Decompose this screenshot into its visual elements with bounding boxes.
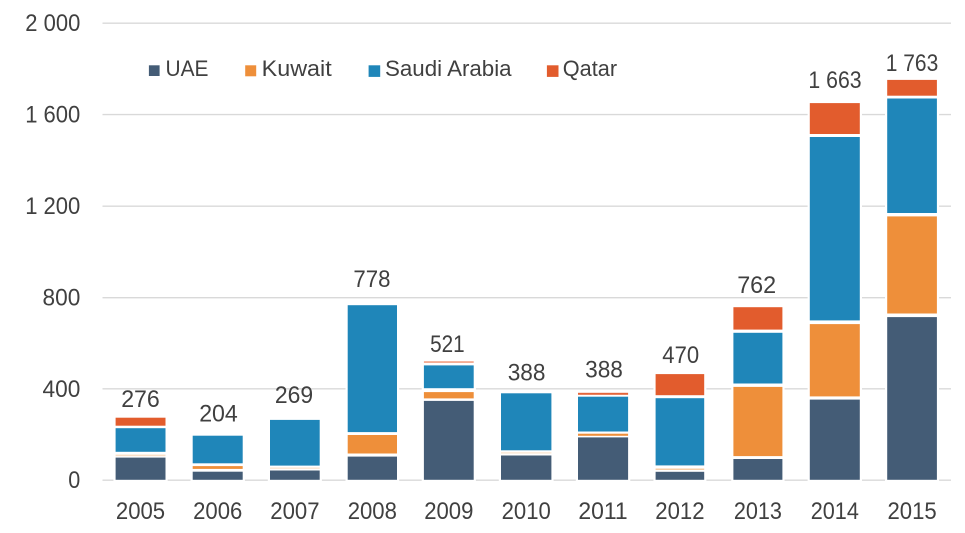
- svg-text:276: 276: [121, 386, 160, 413]
- svg-text:UAE: UAE: [166, 56, 209, 81]
- svg-text:388: 388: [585, 357, 623, 384]
- svg-text:Kuwait: Kuwait: [262, 56, 332, 81]
- svg-text:800: 800: [43, 285, 81, 312]
- svg-text:2011: 2011: [578, 498, 627, 525]
- svg-text:470: 470: [662, 342, 699, 369]
- svg-text:1 663: 1 663: [808, 67, 861, 94]
- svg-text:388: 388: [508, 360, 546, 387]
- svg-text:2005: 2005: [116, 498, 165, 525]
- svg-text:Qatar: Qatar: [563, 56, 617, 81]
- svg-text:2014: 2014: [811, 498, 859, 525]
- svg-text:1 600: 1 600: [25, 102, 80, 129]
- svg-text:Saudi Arabia: Saudi Arabia: [385, 56, 512, 81]
- svg-text:1 763: 1 763: [886, 50, 939, 77]
- svg-text:400: 400: [43, 376, 81, 403]
- svg-text:2008: 2008: [348, 498, 397, 525]
- svg-text:2015: 2015: [888, 498, 937, 525]
- svg-text:778: 778: [353, 266, 390, 293]
- svg-text:521: 521: [430, 331, 465, 358]
- svg-text:2010: 2010: [502, 498, 551, 525]
- svg-text:2012: 2012: [655, 498, 704, 525]
- svg-text:204: 204: [199, 401, 238, 428]
- svg-text:269: 269: [275, 382, 313, 409]
- svg-text:2009: 2009: [424, 498, 473, 525]
- svg-text:0: 0: [68, 467, 80, 494]
- svg-text:762: 762: [737, 272, 776, 299]
- svg-text:2006: 2006: [193, 498, 242, 525]
- svg-text:2007: 2007: [270, 498, 319, 525]
- svg-text:2 000: 2 000: [25, 10, 80, 37]
- svg-text:2013: 2013: [734, 498, 782, 525]
- svg-text:1 200: 1 200: [25, 193, 80, 220]
